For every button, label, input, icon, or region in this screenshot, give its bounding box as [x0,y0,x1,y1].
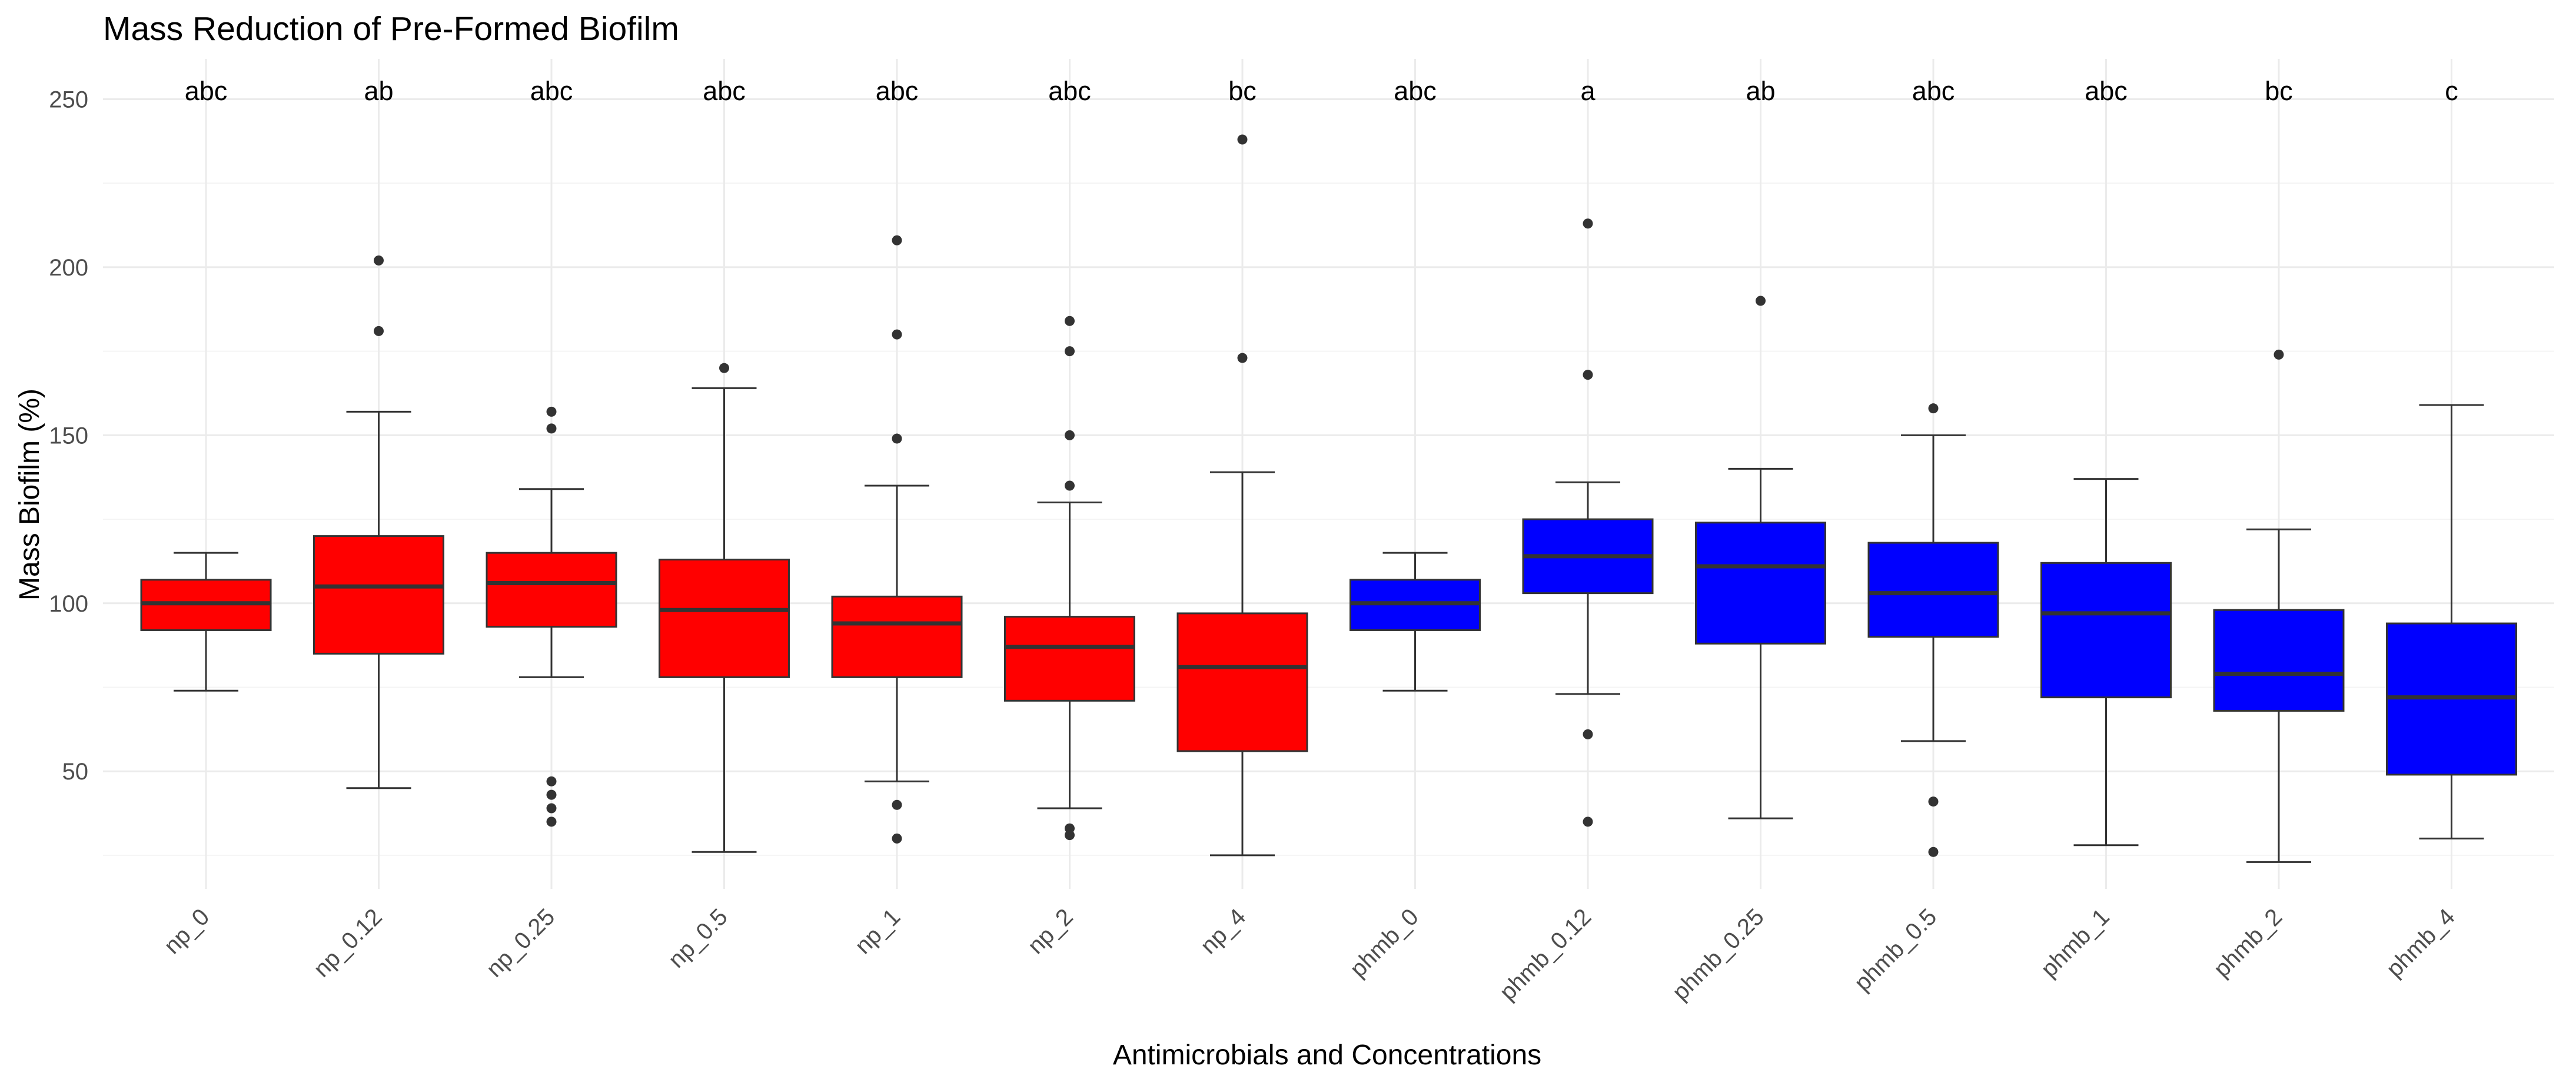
outlier-point [546,803,557,814]
y-axis-ticks: 50 100 150 200 250 [49,87,88,785]
outlier-point [1583,218,1593,229]
significance-letter: bc [2265,76,2293,106]
x-axis-ticks: np_0 np_0.12 np_0.25 np_0.5 np_1 np_2 np_4 phmb… [159,904,2460,1005]
y-tick-label: 250 [49,87,88,113]
outlier-point [1065,346,1075,357]
significance-letters: abc ab abc abc abc abc bc abc a ab abc abc bc c [185,76,2458,106]
x-tick-label: np_0.12 [309,904,387,982]
outlier-point [1583,817,1593,827]
box-group-phmb_0 [1350,552,1481,692]
significance-letter: bc [1228,76,1257,106]
outlier-point [1928,796,1939,807]
outlier-point [892,833,902,844]
outlier-point [1065,830,1075,841]
outlier-point [1928,403,1939,414]
significance-letter: ab [364,76,393,106]
box-group-np_0.25 [486,406,617,827]
x-tick-label: phmb_0.5 [1849,904,1942,996]
iqr-box [1176,612,1308,752]
significance-letter: abc [1048,76,1091,106]
significance-letter: abc [1394,76,1437,106]
outlier-point [719,363,729,373]
x-tick-label: phmb_2 [2209,904,2287,982]
significance-letter: abc [530,76,573,106]
y-axis-title: Mass Biofilm (%) [14,389,45,600]
significance-letter: abc [876,76,919,106]
y-tick-label: 100 [49,591,88,617]
outlier-point [374,255,384,266]
outlier-point [546,423,557,434]
box-group-np_0.5 [659,363,790,853]
x-tick-label: np_4 [1195,904,1251,959]
significance-letter: a [1580,76,1596,106]
x-tick-label: np_1 [850,904,905,959]
x-tick-label: np_0 [159,904,214,959]
x-tick-label: phmb_0.25 [1667,904,1769,1005]
box-group-np_0.12 [313,255,444,789]
outlier-point [2273,349,2284,360]
box-group-np_4 [1176,134,1308,857]
box-group-phmb_2 [2213,349,2345,863]
outlier-point [1237,134,1248,145]
box-group-phmb_4 [2386,404,2517,839]
iqr-box [1867,542,1999,638]
box-series [140,134,2517,863]
outlier-point [1583,729,1593,739]
x-tick-label: phmb_0 [1345,904,1424,982]
outlier-point [1065,480,1075,491]
outlier-point [1065,316,1075,326]
significance-letter: abc [703,76,746,106]
outlier-point [892,235,902,245]
box-group-phmb_0.25 [1695,296,1826,819]
box-group-phmb_0.12 [1522,218,1654,827]
x-tick-label: np_2 [1023,904,1078,959]
significance-letter: abc [1912,76,1955,106]
significance-letter: c [2445,76,2458,106]
significance-letter: abc [185,76,228,106]
y-tick-label: 150 [49,423,88,449]
outlier-point [892,799,902,810]
iqr-box [2213,609,2345,712]
grid-lines [103,59,2554,889]
x-tick-label: phmb_0.12 [1495,904,1597,1005]
outlier-point [546,817,557,827]
x-tick-label: np_0.25 [481,904,560,982]
box-group-np_1 [831,235,963,844]
outlier-point [1583,370,1593,380]
outlier-point [546,406,557,417]
outlier-point [1928,847,1939,857]
outlier-point [892,329,902,340]
iqr-box [831,595,963,678]
box-group-np_2 [1004,316,1135,841]
chart-title: Mass Reduction of Pre-Formed Biofilm [103,10,679,48]
box-group-phmb_0.5 [1867,403,1999,857]
x-axis-title: Antimicrobials and Concentrations [1113,1040,1541,1071]
significance-letter: abc [2085,76,2128,106]
box-group-np_0 [140,552,272,692]
x-tick-label: phmb_4 [2382,904,2460,982]
y-tick-label: 200 [49,255,88,281]
iqr-box [1004,616,1135,702]
outlier-point [546,789,557,800]
iqr-box [659,559,790,678]
outlier-point [546,776,557,786]
x-tick-label: np_0.5 [663,904,733,973]
outlier-point [1065,430,1075,440]
outlier-point [1237,353,1248,363]
iqr-box [2040,562,2172,699]
significance-letter: ab [1746,76,1775,106]
outlier-point [892,433,902,444]
y-tick-label: 50 [62,759,89,785]
outlier-point [374,326,384,336]
x-tick-label: phmb_1 [2036,904,2115,982]
iqr-box [486,552,617,628]
iqr-box [1695,522,1826,645]
iqr-box [313,535,444,655]
outlier-point [1756,296,1766,306]
box-group-phmb_1 [2040,478,2172,847]
